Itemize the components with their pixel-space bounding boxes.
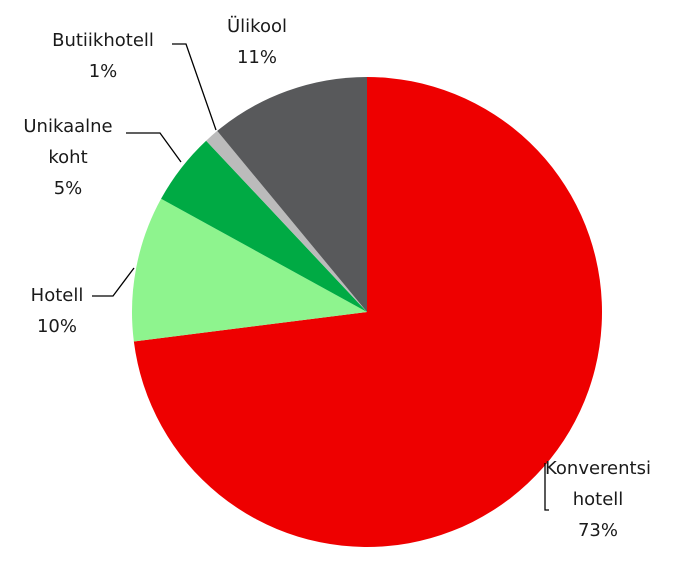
leader-line <box>544 463 549 511</box>
value-label: 5% <box>54 178 83 199</box>
slices <box>132 77 603 548</box>
category-label: Hotell <box>31 285 84 306</box>
label-line: Hotell <box>31 285 84 306</box>
pie-slice <box>132 198 367 342</box>
leader-lines <box>92 43 549 511</box>
leader-line <box>126 132 182 163</box>
value-label: 11% <box>237 47 277 68</box>
label-line: Butiikhotell <box>52 30 154 51</box>
category-label: Unikaalne koht <box>23 116 112 168</box>
category-label: Butiikhotell <box>52 30 154 51</box>
label-line: Ülikool <box>227 15 287 37</box>
leader-line <box>92 267 135 297</box>
label-line: Unikaalne <box>23 116 112 137</box>
pie-slice <box>161 140 367 312</box>
category-label: Ülikool <box>227 15 287 37</box>
pie-slice <box>206 130 367 312</box>
value-label: 73% <box>578 520 618 541</box>
category-label: Konverentsi hotell <box>545 458 651 510</box>
value-label: 1% <box>89 61 118 82</box>
value-label: 10% <box>37 316 77 337</box>
pie-slice <box>133 77 603 548</box>
label-line: koht <box>48 147 87 168</box>
pie-slice <box>217 77 367 312</box>
label-line: hotell <box>573 489 624 510</box>
label-line: Konverentsi <box>545 458 651 479</box>
leader-line <box>172 43 217 131</box>
